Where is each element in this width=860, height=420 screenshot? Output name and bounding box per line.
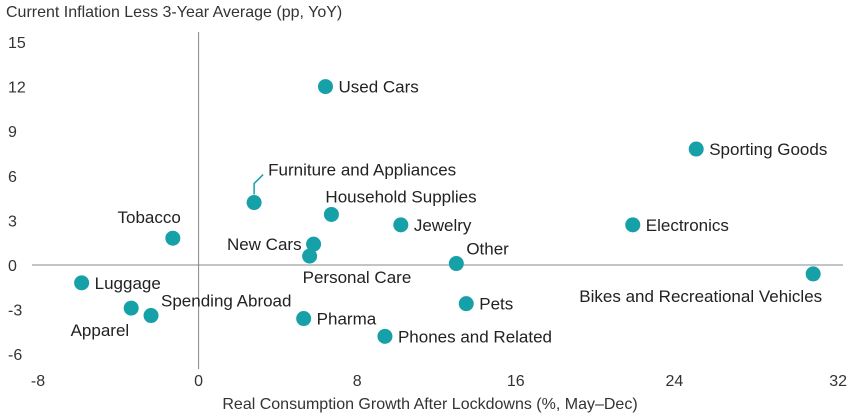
point-label: Phones and Related bbox=[398, 327, 552, 346]
data-point bbox=[306, 236, 322, 252]
x-axis-label: Real Consumption Growth After Lockdowns … bbox=[222, 396, 638, 413]
point-label: Tobacco bbox=[117, 208, 180, 227]
data-point bbox=[377, 328, 393, 344]
point-label: Jewelry bbox=[414, 216, 472, 235]
y-tick-label: -3 bbox=[8, 303, 22, 320]
data-point bbox=[74, 275, 90, 291]
data-point bbox=[688, 141, 704, 157]
data-point bbox=[625, 217, 641, 233]
x-tick-label: -8 bbox=[31, 373, 45, 390]
point-label: Pharma bbox=[317, 310, 377, 329]
data-point bbox=[448, 256, 464, 272]
data-point bbox=[805, 266, 821, 282]
y-axis-label: Current Inflation Less 3-Year Average (p… bbox=[6, 4, 343, 21]
data-point bbox=[393, 217, 409, 233]
y-tick-label: 15 bbox=[8, 35, 26, 52]
y-tick-label: -6 bbox=[8, 347, 22, 364]
y-tick-label: 6 bbox=[8, 169, 17, 186]
y-tick-label: 0 bbox=[8, 258, 17, 275]
y-tick-label: 9 bbox=[8, 124, 17, 141]
data-point bbox=[317, 79, 333, 95]
data-point bbox=[143, 308, 159, 324]
x-tick-label: 16 bbox=[507, 373, 525, 390]
x-tick-label: 24 bbox=[666, 373, 684, 390]
x-tick-label: 0 bbox=[194, 373, 203, 390]
point-label: Luggage bbox=[95, 274, 161, 293]
y-tick-label: 3 bbox=[8, 213, 17, 230]
data-point bbox=[123, 300, 139, 316]
x-tick-label: 8 bbox=[353, 373, 362, 390]
point-label: Used Cars bbox=[338, 78, 418, 97]
point-label: Apparel bbox=[71, 321, 130, 340]
leader-line bbox=[253, 174, 264, 195]
x-tick-label: 32 bbox=[829, 373, 847, 390]
point-label: Electronics bbox=[646, 216, 729, 235]
data-point bbox=[296, 311, 312, 327]
point-label: Spending Abroad bbox=[161, 292, 291, 311]
point-label: Other bbox=[466, 240, 509, 259]
data-point bbox=[165, 230, 181, 246]
y-tick-label: 12 bbox=[8, 80, 26, 97]
point-label: Furniture and Appliances bbox=[268, 161, 456, 180]
point-label: Pets bbox=[479, 295, 513, 314]
point-label: Sporting Goods bbox=[709, 140, 827, 159]
data-point bbox=[323, 206, 339, 222]
point-label: Bikes and Recreational Vehicles bbox=[579, 287, 822, 306]
data-point bbox=[246, 195, 262, 211]
data-point bbox=[302, 248, 318, 264]
point-label: Personal Care bbox=[303, 268, 412, 287]
data-point bbox=[458, 296, 474, 312]
point-label: New Cars bbox=[227, 235, 302, 254]
point-label: Household Supplies bbox=[325, 187, 476, 206]
